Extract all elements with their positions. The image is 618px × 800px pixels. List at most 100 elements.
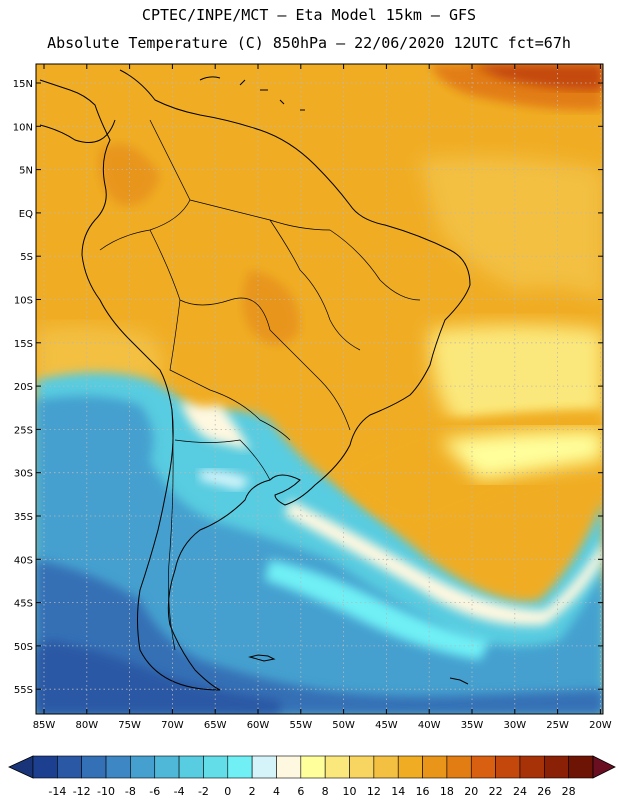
colorbar-label: 28 [562, 785, 576, 798]
field-hot-26c [470, 64, 603, 91]
lat-label: EQ [19, 209, 33, 220]
colorbar-label: 12 [367, 785, 381, 798]
colorbar-swatch [422, 755, 448, 779]
field-cold-minus10c [36, 640, 280, 714]
lat-label: 55S [14, 685, 33, 696]
field-andes-4c [200, 470, 250, 490]
field-atlantic-10c [440, 430, 603, 480]
colorbar-swatch [154, 755, 180, 779]
colorbar-label: 2 [249, 785, 256, 798]
colorbar-swatch [446, 755, 472, 779]
colorbar-swatch [324, 755, 350, 779]
temperature-field [36, 64, 603, 714]
field-warm-patch-central [242, 270, 300, 345]
colorbar-swatch [130, 755, 156, 779]
lat-label: 5S [20, 252, 33, 263]
colorbar-label: 20 [464, 785, 478, 798]
colorbar-label: 18 [440, 785, 454, 798]
colorbar-label: 26 [537, 785, 551, 798]
colorbar-swatch [544, 755, 569, 779]
lat-label: 40S [14, 555, 33, 566]
colorbar-swatch [300, 755, 326, 779]
lon-label: 30W [503, 720, 526, 731]
lon-label: 80W [75, 720, 98, 731]
colorbar-label: 24 [513, 785, 527, 798]
lon-label: 60W [247, 720, 270, 731]
lat-label: 35S [14, 512, 33, 523]
colorbar-swatch [519, 755, 545, 779]
colorbar-swatch [203, 755, 229, 779]
map-title-line1: CPTEC/INPE/MCT – Eta Model 15km – GFS [141, 6, 477, 24]
lon-label: 75W [118, 720, 141, 731]
colorbar [8, 755, 616, 779]
lat-label: 45S [14, 599, 33, 610]
colorbar-label: 0 [224, 785, 231, 798]
colorbar-over-arrow [592, 755, 616, 779]
colorbar-label: 14 [391, 785, 405, 798]
coastlines [39, 69, 471, 691]
field-patagonia-2c [265, 560, 490, 660]
colorbar-label: -4 [174, 785, 185, 798]
map-frame [35, 63, 604, 715]
colorbar-label: -12 [73, 785, 91, 798]
lat-label: 30S [14, 469, 33, 480]
lon-label: 70W [161, 720, 184, 731]
caribbean-islands [199, 76, 305, 111]
colorbar-swatch [470, 755, 496, 779]
lon-label: 35W [461, 720, 484, 731]
field-cold-0c [36, 396, 603, 714]
lon-label: 65W [204, 720, 227, 731]
colorbar-label: -6 [149, 785, 160, 798]
colorbar-under-arrow [8, 755, 34, 779]
lon-label: 85W [33, 720, 56, 731]
colorbar-label: 4 [273, 785, 280, 798]
map-title-line2: Absolute Temperature (C) 850hPa – 22/06/… [47, 34, 571, 52]
colorbar-swatch [349, 755, 375, 779]
lon-label: 50W [332, 720, 355, 731]
field-front-8c [285, 500, 603, 626]
lon-label: 20W [589, 720, 612, 731]
colorbar-swatch [276, 755, 302, 779]
field-cold-minus6c [36, 560, 603, 714]
lon-label: 55W [289, 720, 312, 731]
central-america-coast [39, 119, 116, 143]
lat-label: 50S [14, 642, 33, 653]
longitude-labels: 85W 80W 75W 70W 65W 60W 55W 50W 45W 40W 35W 30W 25W 2… [33, 64, 612, 731]
colorbar-label: 16 [416, 785, 430, 798]
colorbar-label: -14 [48, 785, 66, 798]
colorbar-swatch [32, 755, 58, 779]
latitude-labels: 15N 10N 5N EQ 5S 10S 15S 20S 25S 30S 35S 40S 45S 50S 5… [13, 79, 603, 696]
colorbar-labels: -14 -12 -10 -8 -6 -4 -2 0 2 4 6 8 10 12 14 16 18 20 22 24 26… [48, 785, 575, 798]
colorbar-label: 6 [297, 785, 304, 798]
colorbar-swatch [373, 755, 399, 779]
colorbar-swatch [397, 755, 423, 779]
lat-label: 20S [14, 382, 33, 393]
field-warm-patch-north [99, 143, 160, 206]
colorbar-swatch [178, 755, 204, 779]
colorbar-swatch [105, 755, 131, 779]
colorbar-label: -2 [198, 785, 209, 798]
colorbar-label: 10 [343, 785, 357, 798]
lat-label: 15N [13, 79, 33, 90]
lat-label: 25S [14, 425, 33, 436]
colorbar-label: 22 [489, 785, 503, 798]
colorbar-swatch [251, 755, 277, 779]
south-america-coastline [39, 69, 471, 691]
colorbar-label: -8 [125, 785, 136, 798]
lat-label: 10S [14, 296, 33, 307]
colorbar-swatch [57, 755, 82, 779]
colorbar-label: -10 [97, 785, 115, 798]
colorbar-label: 8 [322, 785, 329, 798]
south-georgia [449, 677, 469, 685]
lat-label: 10N [13, 122, 33, 133]
colorbar-swatch [81, 755, 107, 779]
colorbar-swatch [495, 755, 521, 779]
colorbar-swatch [227, 755, 253, 779]
lat-label: 15S [14, 339, 33, 350]
country-borders [99, 119, 421, 651]
falkland-islands [248, 654, 276, 662]
colorbar-swatch [568, 755, 594, 779]
lat-label: 5N [19, 166, 33, 177]
lon-label: 40W [418, 720, 441, 731]
